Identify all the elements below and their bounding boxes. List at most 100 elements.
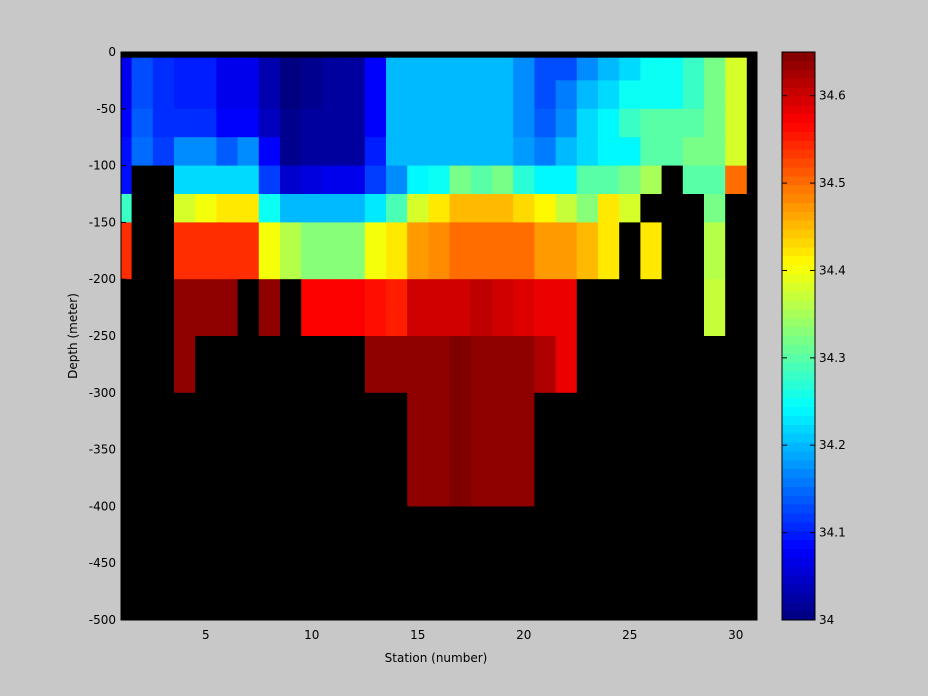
heatmap-cell xyxy=(322,57,344,81)
missing-cell xyxy=(576,336,599,365)
missing-cell xyxy=(661,52,684,59)
missing-cell xyxy=(682,421,705,450)
heatmap-cell xyxy=(619,108,641,138)
heatmap-cell xyxy=(216,194,238,223)
heatmap-cell xyxy=(470,449,493,479)
heatmap-cell xyxy=(598,165,620,195)
missing-cell xyxy=(449,506,472,621)
missing-cell xyxy=(619,392,641,422)
heatmap-cell xyxy=(449,165,472,195)
missing-cell xyxy=(280,279,302,308)
heatmap-cell xyxy=(449,336,472,365)
missing-cell xyxy=(195,421,217,450)
missing-cell xyxy=(322,506,344,621)
heatmap-cell xyxy=(513,194,535,223)
heatmap-cell xyxy=(619,57,641,81)
y-tick-label: -300 xyxy=(89,386,116,400)
missing-cell xyxy=(619,478,641,507)
missing-cell xyxy=(682,222,705,252)
heatmap-cell xyxy=(598,194,620,223)
heatmap-cell xyxy=(237,250,260,280)
heatmap-cell xyxy=(449,137,472,166)
missing-cell xyxy=(258,506,281,621)
missing-cell xyxy=(725,478,747,507)
missing-cell xyxy=(407,506,429,621)
heatmap-cell xyxy=(492,108,514,138)
heatmap-cell xyxy=(470,222,493,252)
heatmap-cell xyxy=(280,57,302,81)
heatmap-cell xyxy=(555,57,578,81)
missing-cell xyxy=(640,307,662,337)
heatmap-cell xyxy=(449,307,472,337)
missing-cell xyxy=(322,421,344,450)
heatmap-cell xyxy=(407,165,429,195)
heatmap-cell xyxy=(280,222,302,252)
missing-cell xyxy=(131,449,154,479)
missing-cell xyxy=(301,506,323,621)
missing-cell xyxy=(301,52,323,59)
missing-cell xyxy=(216,478,238,507)
heatmap-cell xyxy=(301,222,323,252)
heatmap-cell xyxy=(704,194,726,223)
missing-cell xyxy=(258,449,281,479)
heatmap-cell xyxy=(725,57,747,81)
missing-cell xyxy=(343,392,366,422)
missing-cell xyxy=(174,478,196,507)
missing-cell xyxy=(386,52,408,59)
heatmap-cell xyxy=(237,194,260,223)
heatmap-cell xyxy=(534,336,556,365)
heatmap-cell xyxy=(343,194,366,223)
missing-cell xyxy=(237,52,260,59)
heatmap-cell xyxy=(513,392,535,422)
missing-cell xyxy=(598,506,620,621)
heatmap-cell xyxy=(576,250,599,280)
missing-cell xyxy=(121,449,132,479)
y-axis-label: Depth (meter) xyxy=(66,293,80,379)
heatmap-cell xyxy=(704,222,726,252)
missing-cell xyxy=(216,421,238,450)
heatmap-cell xyxy=(492,392,514,422)
missing-cell xyxy=(598,279,620,308)
heatmap-cell xyxy=(704,137,726,166)
heatmap-cell xyxy=(682,80,705,110)
missing-cell xyxy=(343,52,366,59)
missing-cell xyxy=(258,478,281,507)
missing-cell xyxy=(364,52,387,59)
heatmap-cell xyxy=(364,307,387,337)
missing-cell xyxy=(386,506,408,621)
heatmap-cell xyxy=(258,222,281,252)
missing-cell xyxy=(449,52,472,59)
missing-cell xyxy=(555,506,578,621)
missing-cell xyxy=(598,392,620,422)
heatmap-cell xyxy=(704,279,726,308)
missing-cell xyxy=(280,506,302,621)
missing-cell xyxy=(725,449,747,479)
missing-cell xyxy=(576,478,599,507)
heatmap-cell xyxy=(322,307,344,337)
missing-cell xyxy=(343,506,366,621)
missing-cell xyxy=(152,364,175,394)
heatmap-cell xyxy=(449,449,472,479)
heatmap-cell xyxy=(492,250,514,280)
heatmap-cell xyxy=(364,279,387,308)
heatmap-cell xyxy=(449,478,472,507)
heatmap-cell xyxy=(704,108,726,138)
heatmap-cell xyxy=(555,165,578,195)
missing-cell xyxy=(216,506,238,621)
heatmap-cell xyxy=(301,108,323,138)
missing-cell xyxy=(121,336,132,365)
missing-cell xyxy=(682,194,705,223)
heatmap-cell xyxy=(598,57,620,81)
heatmap-cell xyxy=(237,137,260,166)
heatmap-cell xyxy=(661,108,684,138)
missing-cell xyxy=(237,307,260,337)
heatmap-cell xyxy=(407,336,429,365)
heatmap-cell xyxy=(258,194,281,223)
missing-cell xyxy=(280,449,302,479)
heatmap-cell xyxy=(407,137,429,166)
heatmap-cell xyxy=(258,80,281,110)
missing-cell xyxy=(121,307,132,337)
heatmap-cell xyxy=(640,137,662,166)
heatmap-cell xyxy=(195,250,217,280)
missing-cell xyxy=(364,449,387,479)
